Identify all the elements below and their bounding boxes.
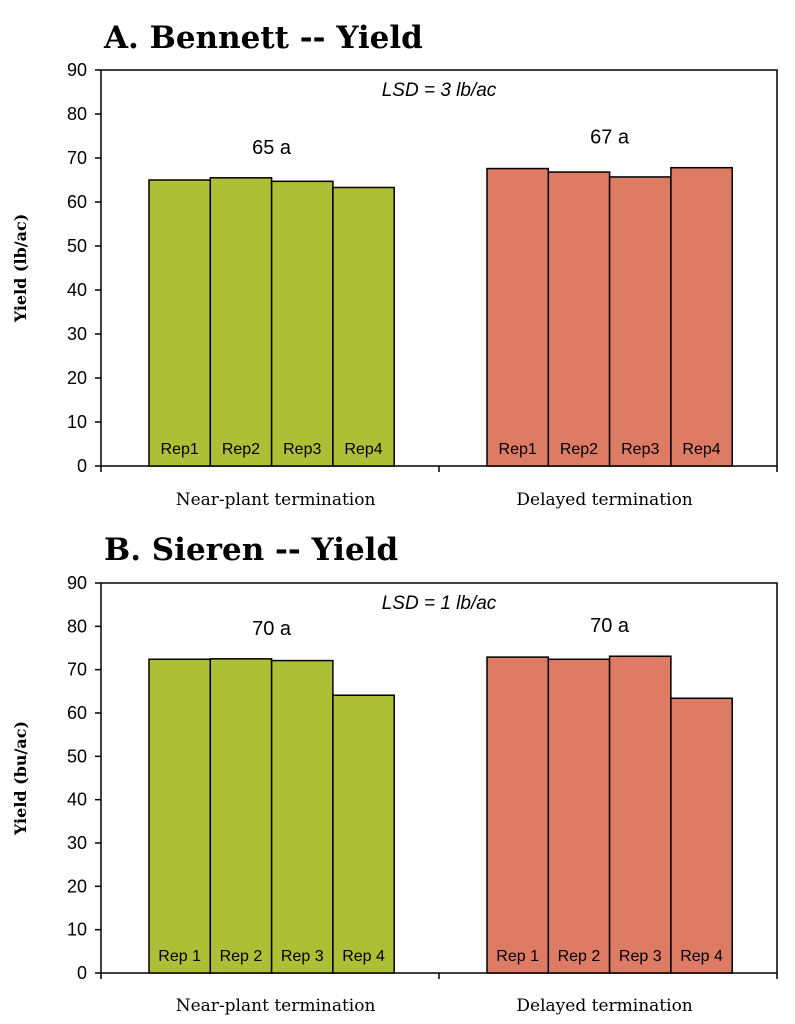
bar-label: Rep1: [161, 441, 199, 458]
bar: [608, 655, 672, 974]
bar-label: Rep 3: [619, 948, 662, 965]
y-tick-label: 10: [67, 920, 87, 940]
y-tick-label: 20: [67, 876, 87, 896]
y-tick-label: 80: [67, 104, 87, 124]
y-tick-label: 0: [77, 456, 87, 476]
group-mean-label: 70 a: [590, 615, 630, 637]
bar: [270, 659, 334, 974]
bar: [547, 171, 611, 467]
bar: [608, 176, 672, 467]
chart-title: A. Bennett -- Yield: [103, 20, 423, 56]
y-tick-label: 30: [67, 833, 87, 853]
group-mean-label: 70 a: [252, 618, 292, 640]
bar: [486, 656, 550, 974]
bar: [148, 658, 212, 974]
bar: [486, 167, 550, 467]
bar: [547, 658, 611, 974]
y-axis-label: Yield (bu/ac): [11, 721, 30, 836]
bar-label: Rep 1: [496, 948, 539, 965]
bar: [670, 697, 733, 974]
bar-label: Rep 4: [342, 948, 385, 965]
bar-label: Rep 2: [558, 948, 601, 965]
bar-label: Rep2: [222, 441, 260, 458]
bar-label: Rep2: [560, 441, 598, 458]
group-mean-label: 65 a: [252, 137, 292, 159]
x-category-label: Delayed termination: [516, 996, 692, 1016]
bar-label: Rep1: [499, 441, 537, 458]
y-tick-label: 20: [67, 368, 87, 388]
bar-label: Rep 2: [220, 948, 263, 965]
group-mean-label: 67 a: [590, 127, 630, 149]
y-tick-label: 60: [67, 703, 87, 723]
y-tick-label: 90: [67, 573, 87, 593]
bar-label: Rep4: [344, 441, 382, 458]
bar: [148, 179, 212, 467]
bar: [332, 694, 395, 974]
bar: [270, 180, 334, 467]
bar: [670, 166, 733, 467]
chart-title: B. Sieren -- Yield: [104, 532, 398, 568]
y-tick-label: 30: [67, 324, 87, 344]
lsd-annotation: LSD = 1 lb/ac: [382, 593, 497, 614]
y-axis-label: Yield (lb/ac): [11, 214, 30, 324]
x-category-label: Near-plant termination: [176, 996, 376, 1016]
y-tick-label: 70: [67, 148, 87, 168]
bar: [209, 658, 273, 974]
bar: [209, 177, 273, 467]
x-category-label: Delayed termination: [516, 490, 692, 510]
x-category-label: Near-plant termination: [176, 490, 376, 510]
bar: [332, 186, 395, 467]
y-tick-label: 90: [67, 60, 87, 80]
y-tick-label: 80: [67, 616, 87, 636]
y-tick-label: 70: [67, 660, 87, 680]
y-tick-label: 50: [67, 236, 87, 256]
bar-label: Rep4: [682, 441, 720, 458]
y-tick-label: 0: [77, 963, 87, 983]
bar-label: Rep3: [283, 441, 321, 458]
bar-label: Rep 3: [281, 948, 324, 965]
y-tick-label: 40: [67, 280, 87, 300]
bar-label: Rep 1: [158, 948, 201, 965]
y-tick-label: 60: [67, 192, 87, 212]
bar-label: Rep 4: [680, 948, 723, 965]
y-tick-label: 10: [67, 412, 87, 432]
bar-label: Rep3: [621, 441, 659, 458]
y-tick-label: 50: [67, 746, 87, 766]
lsd-annotation: LSD = 3 lb/ac: [382, 80, 497, 101]
y-tick-label: 40: [67, 790, 87, 810]
